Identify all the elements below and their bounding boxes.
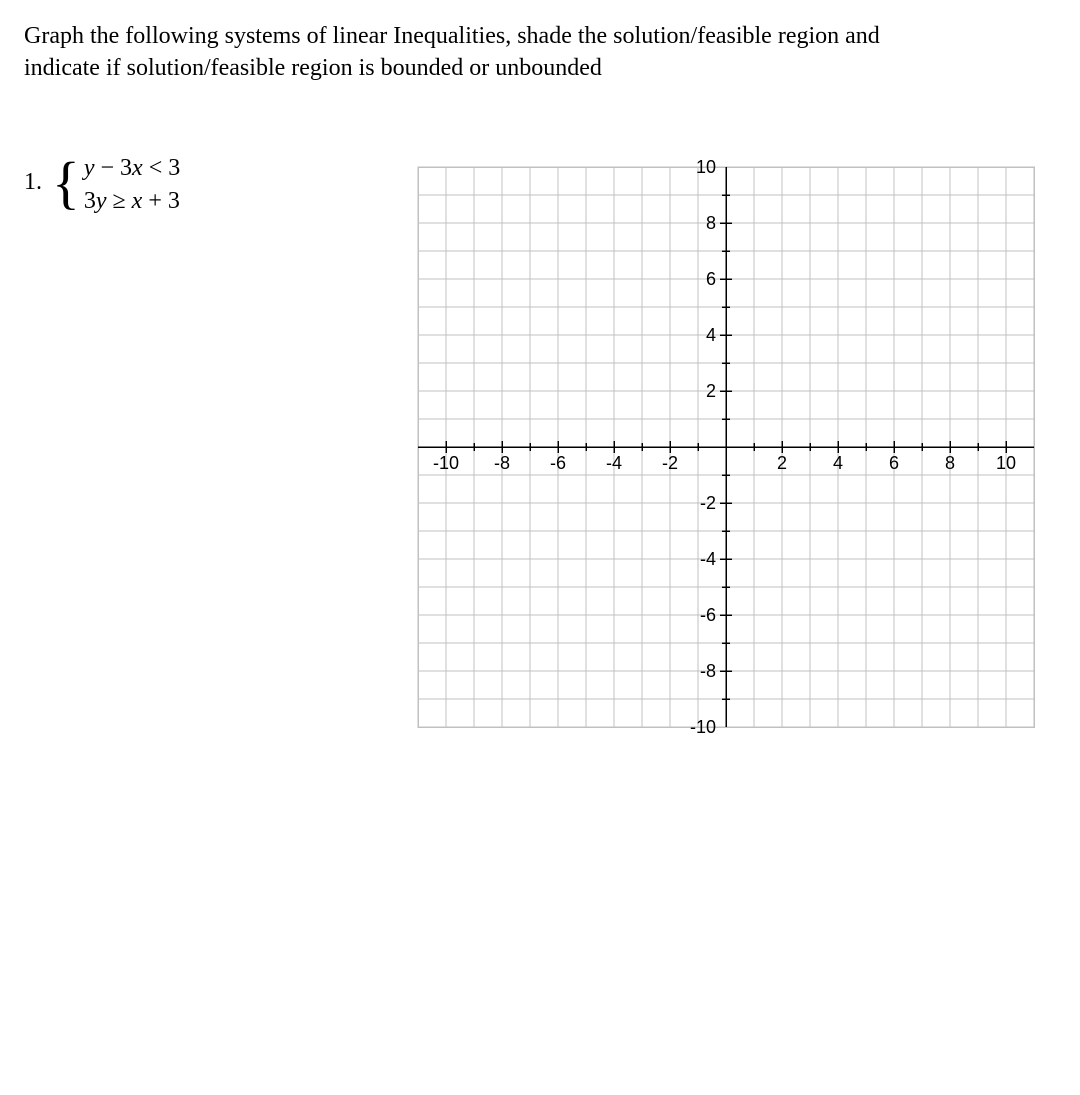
svg-text:-10: -10 [690,717,716,737]
svg-text:-8: -8 [700,661,716,681]
svg-text:-4: -4 [606,453,622,473]
svg-text:6: 6 [706,269,716,289]
svg-text:6: 6 [889,453,899,473]
svg-text:-2: -2 [662,453,678,473]
svg-text:-6: -6 [550,453,566,473]
problem-row: 1. { y − 3x < 3 3y ≥ x + 3 -10 -8 -6 -4 -2 2 4… [24,155,1056,752]
svg-text:-4: -4 [700,549,716,569]
left-brace-icon: { [52,157,80,209]
svg-text:4: 4 [833,453,843,473]
svg-text:8: 8 [945,453,955,473]
equations: y − 3x < 3 3y ≥ x + 3 [84,155,180,215]
problem-number: 1. [24,155,42,196]
instructions-block: Graph the following systems of linear In… [24,20,1024,85]
svg-text:-10: -10 [433,453,459,473]
equation-2: 3y ≥ x + 3 [84,188,180,215]
svg-text:10: 10 [996,453,1016,473]
svg-text:-8: -8 [494,453,510,473]
svg-text:2: 2 [706,381,716,401]
instructions-line2: indicate if solution/feasible region is … [24,55,602,81]
grid-chart: -10 -8 -6 -4 -2 2 4 6 8 10 -10 -8 -6 -4 -2 2 4 6 8 10 [396,147,1056,752]
page-root: Graph the following systems of linear In… [0,0,1080,1095]
svg-text:4: 4 [706,325,716,345]
svg-text:2: 2 [777,453,787,473]
cartesian-grid-svg: -10 -8 -6 -4 -2 2 4 6 8 10 -10 -8 -6 -4 -2 2 4 6 8 10 [396,147,1056,747]
svg-text:8: 8 [706,213,716,233]
equation-1: y − 3x < 3 [84,155,180,182]
instructions-line1: Graph the following systems of linear In… [24,23,880,49]
svg-text:10: 10 [696,157,716,177]
svg-text:-6: -6 [700,605,716,625]
brace-system: { y − 3x < 3 3y ≥ x + 3 [52,155,180,215]
svg-text:-2: -2 [700,493,716,513]
problem-statement: 1. { y − 3x < 3 3y ≥ x + 3 [24,155,396,215]
